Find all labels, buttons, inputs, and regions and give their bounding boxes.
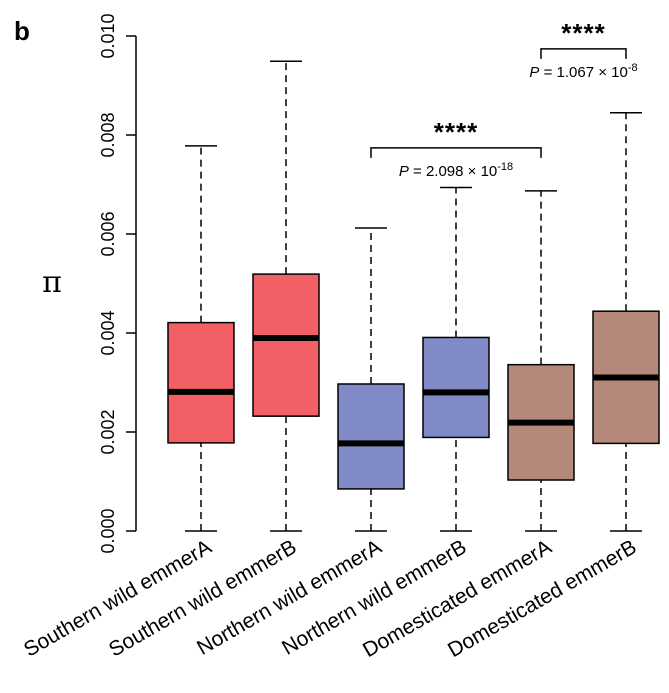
panel-label: b: [14, 16, 30, 46]
boxes-group: [167, 60, 660, 532]
box-1: [167, 145, 235, 532]
iqr-box: [167, 321, 235, 444]
iqr-box: [252, 273, 320, 417]
significance-stars: ****: [561, 18, 605, 48]
y-axis-label: π: [42, 265, 62, 300]
p-value-label: P = 2.098 × 10-18: [399, 161, 513, 180]
box-4: [422, 186, 490, 532]
comparison-1: **** P = 2.098 × 10-18: [370, 117, 542, 180]
box-3: [337, 227, 405, 532]
significance-bracket: [540, 48, 627, 59]
y-tick-label: 0.002: [98, 409, 118, 454]
box-2: [252, 60, 320, 532]
significance-bracket: [370, 147, 542, 158]
y-tick-label: 0.000: [98, 508, 118, 553]
iqr-box: [422, 336, 490, 439]
y-tick-label: 0.004: [98, 310, 118, 355]
comparison-2: **** P = 1.067 × 10-8: [529, 18, 637, 81]
box-5: [507, 190, 575, 532]
y-tick-label: 0.010: [98, 13, 118, 58]
p-value-label: P = 1.067 × 10-8: [529, 62, 637, 81]
iqr-box: [337, 383, 405, 490]
significance-stars: ****: [434, 117, 478, 147]
y-axis: 0.000 0.002 0.004 0.006 0.008 0.010: [98, 13, 137, 554]
y-tick-label: 0.008: [98, 112, 118, 157]
comparisons-group: **** P = 2.098 × 10-18 **** P = 1.067 × 10-…: [370, 18, 638, 180]
y-tick-label: 0.006: [98, 211, 118, 256]
box-6: [592, 111, 660, 532]
